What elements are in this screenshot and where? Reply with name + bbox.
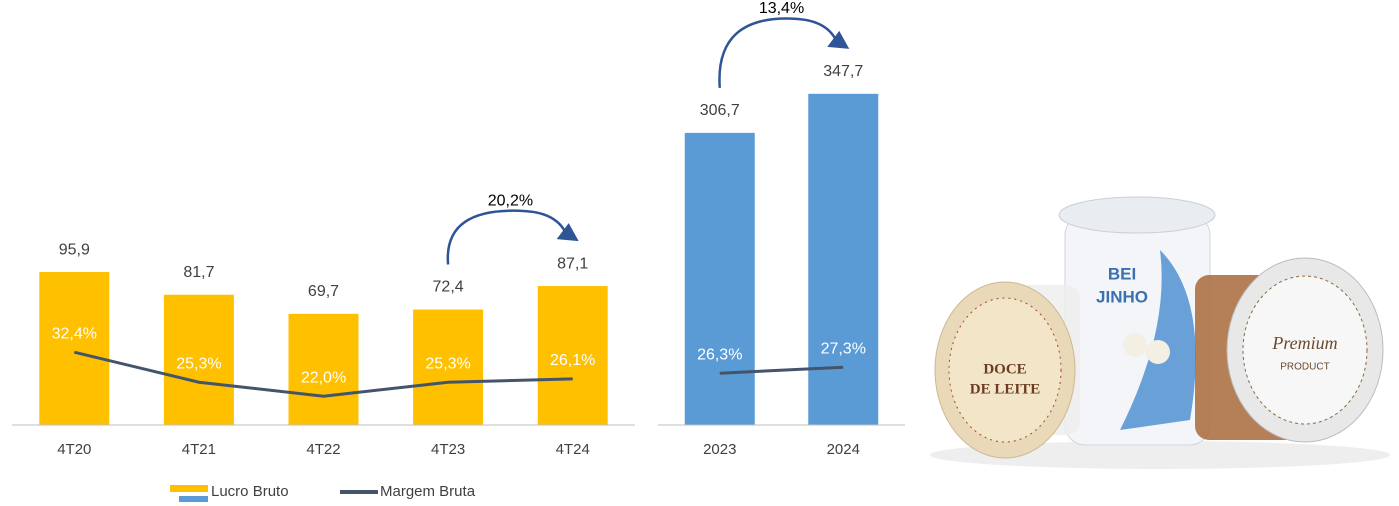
line-value-label: 22,0% — [301, 369, 346, 386]
bar-value-label: 347,7 — [823, 63, 863, 80]
line-value-label: 25,3% — [425, 355, 470, 372]
legend-label: Lucro Bruto — [211, 483, 289, 500]
bar — [288, 313, 359, 425]
growth-arrowhead — [827, 30, 850, 49]
bar-value-label: 72,4 — [433, 279, 464, 296]
bar-value-label: 81,7 — [183, 264, 214, 281]
x-tick-label: 4T21 — [182, 441, 216, 458]
x-tick-label: 4T23 — [431, 441, 465, 458]
sweet — [1123, 333, 1147, 357]
photo-text: BEI — [1108, 264, 1136, 283]
photo-text: JINHO — [1096, 287, 1148, 306]
photo-text: PRODUCT — [1280, 362, 1329, 373]
x-tick-label: 2023 — [703, 441, 736, 458]
lid — [1058, 196, 1216, 234]
bar — [39, 272, 110, 425]
bar — [163, 294, 234, 425]
bar — [808, 93, 879, 426]
growth-arrow — [446, 209, 568, 265]
bar — [537, 286, 608, 425]
line-value-label: 27,3% — [821, 340, 866, 357]
growth-arrowhead — [556, 223, 579, 242]
line-value-label: 26,1% — [550, 352, 595, 369]
bar-value-label: 95,9 — [59, 241, 90, 258]
photo-text: DE LEITE — [970, 381, 1040, 397]
growth-annotation: 20,2% — [488, 192, 533, 209]
growth-annotation: 13,4% — [759, 0, 804, 17]
line-value-label: 26,3% — [697, 346, 742, 363]
photo-text: DOCE — [983, 361, 1026, 377]
product-photo: BEI JINHO Premium PRODUCT DOCE DE LEITE — [930, 196, 1390, 469]
x-tick-label: 4T20 — [57, 441, 91, 458]
cup-decor — [1120, 250, 1196, 430]
lid-ring — [1242, 275, 1368, 425]
photo-text: Premium — [1271, 333, 1337, 353]
legend-swatch — [179, 496, 208, 502]
lid-ring — [948, 297, 1062, 443]
growth-arrow — [718, 17, 839, 88]
bar-value-label: 306,7 — [700, 102, 740, 119]
line — [719, 365, 844, 375]
line-value-label: 32,4% — [52, 325, 97, 342]
bar-value-label: 87,1 — [557, 255, 588, 272]
sweet — [1146, 340, 1170, 364]
x-tick-label: 2024 — [827, 441, 860, 458]
legend-label: Margem Bruta — [380, 483, 476, 500]
line-value-label: 25,3% — [176, 355, 221, 372]
line — [73, 350, 573, 398]
shadow — [930, 441, 1390, 469]
bar — [413, 309, 484, 425]
bar — [684, 132, 755, 425]
x-tick-label: 4T22 — [306, 441, 340, 458]
legend-swatch — [170, 485, 208, 492]
x-tick-label: 4T24 — [556, 441, 590, 458]
bar-value-label: 69,7 — [308, 283, 339, 300]
legend: Lucro Bruto Margem Bruta — [211, 483, 476, 500]
